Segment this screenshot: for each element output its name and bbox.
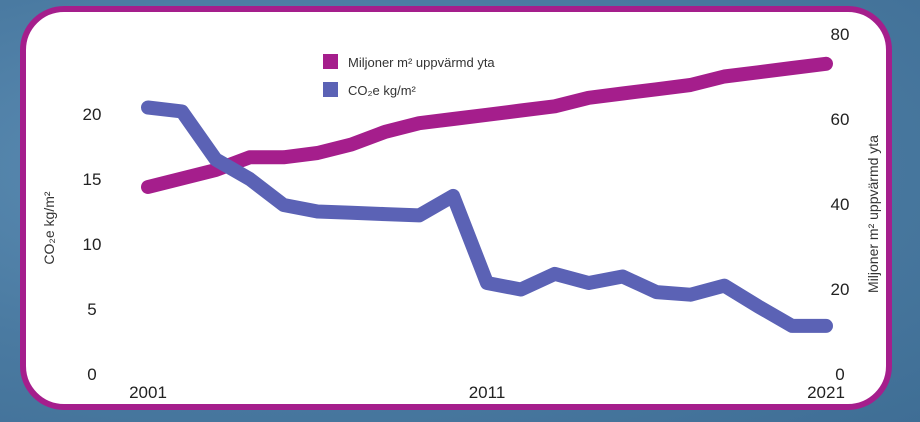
x-tick-label: 2011	[469, 383, 506, 402]
right-tick-label: 20	[831, 280, 850, 299]
legend: Miljoner m² uppvärmd yta CO₂e kg/m²	[323, 54, 495, 98]
left-axis-title: CO₂e kg/m²	[41, 191, 57, 264]
chart-svg: Miljoner m² uppvärmd yta CO₂e kg/m² CO₂e…	[41, 25, 881, 402]
right-axis-ticks: 0 20 40 60 80	[831, 25, 850, 384]
series-layer	[141, 56, 833, 333]
left-tick-label: 0	[87, 365, 96, 384]
series-line-co2	[141, 100, 833, 333]
left-tick-label: 5	[87, 300, 96, 319]
left-tick-label: 15	[83, 170, 102, 189]
right-tick-label: 0	[835, 365, 844, 384]
right-tick-label: 40	[831, 195, 850, 214]
right-axis-title: Miljoner m² uppvärmd yta	[865, 135, 881, 293]
left-axis-ticks: 0 5 10 15 20	[83, 105, 102, 384]
left-tick-label: 10	[83, 235, 102, 254]
chart-card: Miljoner m² uppvärmd yta CO₂e kg/m² CO₂e…	[20, 6, 892, 410]
x-axis-ticks: 2001 2011 2021	[129, 383, 845, 402]
right-tick-label: 80	[831, 25, 850, 44]
x-tick-label: 2001	[129, 383, 167, 402]
series-line-area	[141, 56, 833, 194]
legend-swatch-area	[323, 54, 338, 69]
x-tick-label: 2021	[807, 383, 845, 402]
right-tick-label: 60	[831, 110, 850, 129]
legend-label-area: Miljoner m² uppvärmd yta	[348, 55, 495, 70]
left-tick-label: 20	[83, 105, 102, 124]
legend-swatch-co2	[323, 82, 338, 97]
legend-label-co2: CO₂e kg/m²	[348, 83, 417, 98]
